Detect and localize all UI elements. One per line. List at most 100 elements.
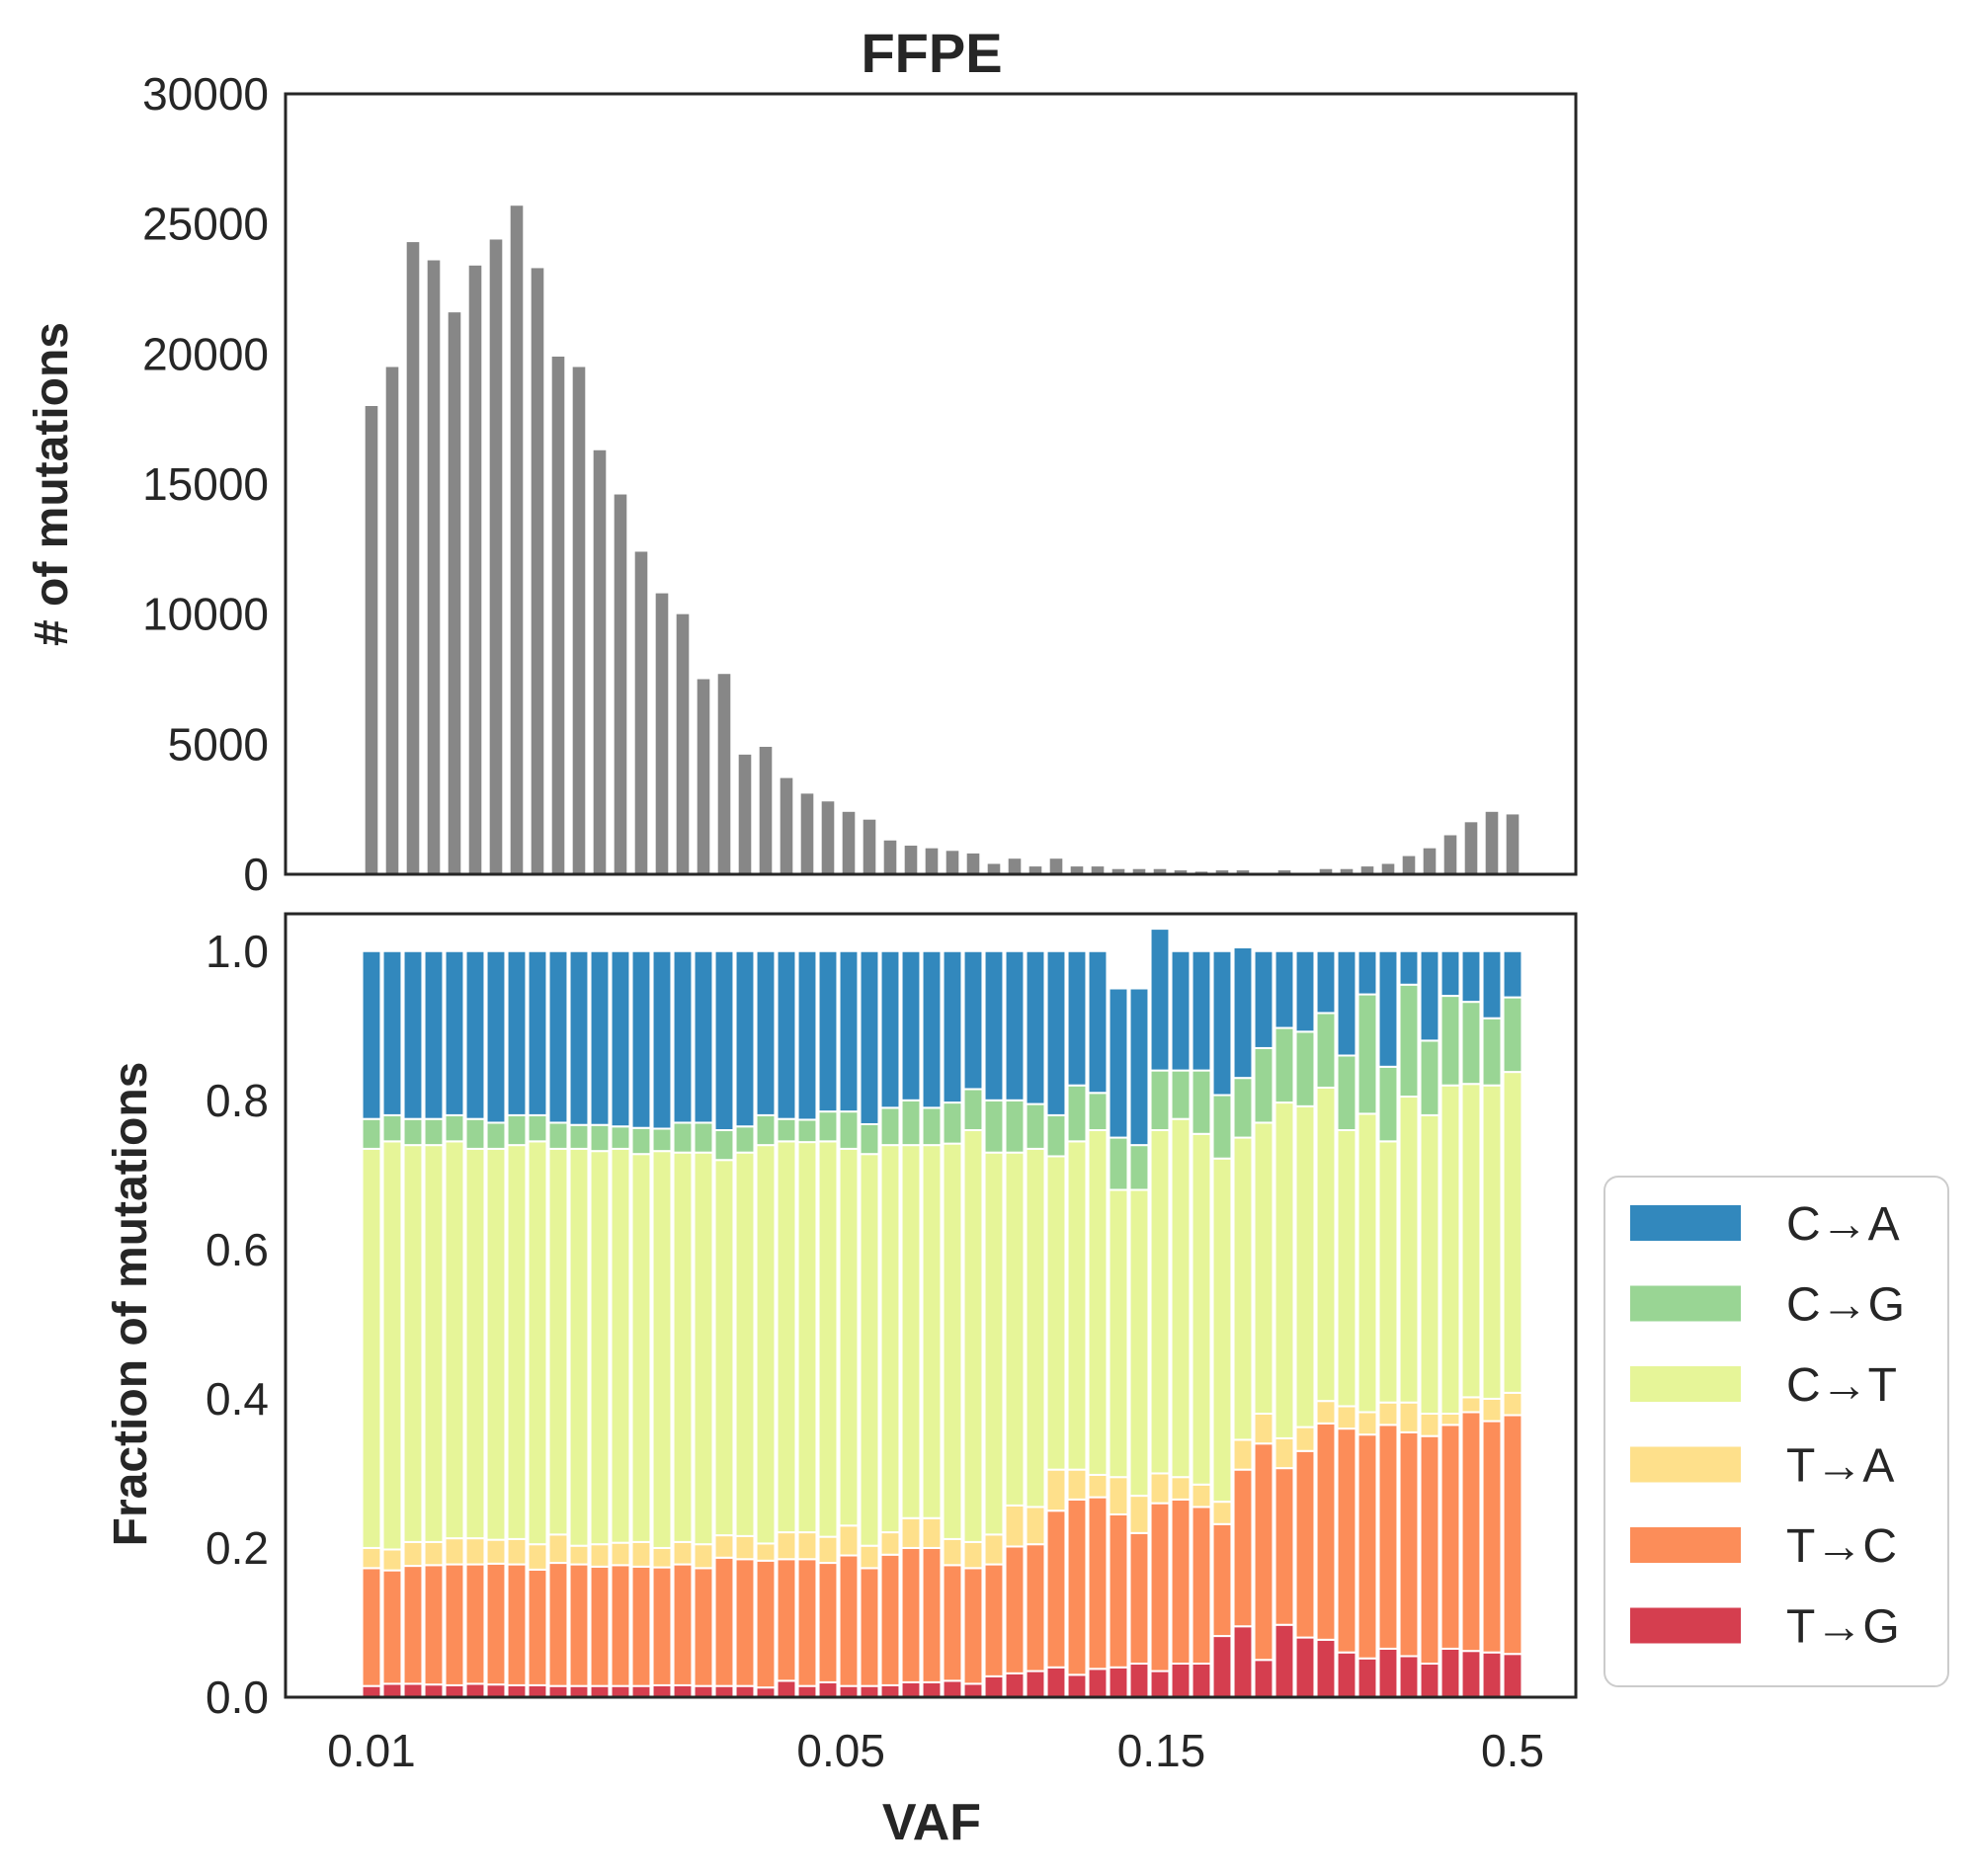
fraction-bar-segment (838, 1554, 860, 1687)
fraction-bar-segment (1419, 1039, 1440, 1116)
count-y-tick-label: 10000 (142, 589, 269, 640)
fraction-bar-segment (1398, 1096, 1420, 1404)
fraction-bar-segment (361, 1546, 382, 1570)
fraction-bar-segment (1336, 1651, 1357, 1698)
fraction-bar-segment (1253, 1659, 1274, 1698)
fraction-bar-segment (1274, 1623, 1295, 1698)
count-bar (863, 819, 876, 874)
fraction-bar-segment (879, 1144, 901, 1534)
count-bar (904, 846, 918, 874)
fraction-bar-segment (1128, 1188, 1150, 1498)
fraction-bar-segment (734, 1151, 756, 1537)
fraction-bar-segment (962, 1682, 984, 1699)
fraction-bar-segment (630, 1126, 652, 1156)
fraction-bar-segment (859, 1544, 880, 1570)
fraction-bar-segment (713, 949, 735, 1132)
fraction-bar-segment (1439, 1084, 1461, 1415)
fraction-bar-segment (444, 949, 465, 1116)
fraction-y-tick-label: 0.4 (206, 1373, 269, 1425)
count-bar (1319, 868, 1333, 874)
fraction-bar-segment (361, 1567, 382, 1687)
fraction-bar-segment (1066, 949, 1088, 1087)
fraction-bar-segment (983, 1099, 1005, 1154)
fraction-bar-segment (630, 1153, 652, 1543)
count-bar (655, 593, 669, 874)
fraction-bar-segment (1045, 1468, 1067, 1512)
fraction-bar-segment (547, 1684, 569, 1699)
fraction-y-axis-label: Fraction of mutations (105, 1062, 157, 1547)
fraction-bar-segment (506, 949, 528, 1116)
fraction-bar-segment (402, 1144, 424, 1543)
fraction-bar-segment (423, 1540, 445, 1567)
fraction-bar-segment (1460, 949, 1482, 1004)
fraction-bar-segment (402, 1540, 424, 1568)
fraction-bar-segment (1460, 1411, 1482, 1653)
fraction-bar-segment (1274, 949, 1295, 1029)
fraction-bar-segment (381, 1682, 403, 1699)
chart-title: FFPE (861, 22, 1002, 84)
fraction-bar-segment (1356, 993, 1378, 1115)
fraction-bar-segment (1502, 949, 1523, 999)
count-bar (697, 679, 710, 874)
fraction-bar-segment (796, 1531, 818, 1561)
fraction-bar-segment (1315, 1638, 1337, 1698)
fraction-bar-segment (381, 949, 403, 1116)
count-bar (531, 268, 544, 874)
fraction-bar-segment (1232, 1438, 1254, 1471)
count-bar (1277, 870, 1291, 874)
fraction-bar-segment (693, 949, 714, 1124)
fraction-bar-segment (859, 1567, 880, 1687)
fraction-bar-segment (485, 1121, 507, 1150)
fraction-bar-segment (1294, 1426, 1316, 1452)
fraction-bar-segment (527, 949, 548, 1116)
count-bar (1132, 868, 1146, 874)
fraction-bar-segment (713, 1556, 735, 1687)
fraction-bar-segment (1045, 1155, 1067, 1471)
fraction-bar-segment (630, 949, 652, 1129)
fraction-bar-segment (568, 949, 590, 1126)
fraction-bar-segment (1170, 1117, 1192, 1479)
fraction-bar-segment (1004, 1099, 1026, 1154)
fraction-bar-segment (1419, 1434, 1440, 1666)
fraction-bar-segment (1294, 1449, 1316, 1639)
count-bar (738, 754, 752, 874)
fraction-bar-segment (423, 1564, 445, 1686)
count-bar (945, 851, 959, 874)
fraction-bar-segment (1253, 1046, 1274, 1124)
fraction-bar-segment (527, 1113, 548, 1143)
fraction-bar-segment (962, 1129, 984, 1543)
fraction-bar-segment (776, 1117, 797, 1143)
fraction-bar-segment (1419, 1663, 1440, 1699)
count-bar (448, 312, 461, 874)
fraction-bar-segment (527, 1140, 548, 1546)
fraction-bar-segment (1087, 949, 1109, 1095)
fraction-y-ticks: 0.0 0.2 0.4 0.6 0.8 1.0 (206, 926, 269, 1723)
fraction-bar-segment (1232, 1077, 1254, 1139)
count-bar (925, 848, 939, 874)
fraction-bar-segment (1294, 949, 1316, 1033)
fraction-bar-segment (1439, 1413, 1461, 1427)
count-bar (1340, 868, 1354, 874)
legend-swatch (1630, 1205, 1741, 1241)
fraction-bar-segment (983, 1563, 1005, 1677)
fraction-bar-segment (1232, 1468, 1254, 1628)
fraction-bar-segment (423, 949, 445, 1120)
fraction-bar-segment (485, 1538, 507, 1565)
fraction-bar-segment (1025, 1506, 1046, 1546)
count-bar (406, 242, 420, 875)
count-bar (427, 260, 441, 874)
fraction-bar-segment (1025, 949, 1046, 1105)
fraction-bar-segment (942, 1142, 963, 1540)
count-y-tick-label: 30000 (142, 68, 269, 120)
fraction-bar-segment (693, 1684, 714, 1699)
fraction-bar-segment (713, 1684, 735, 1699)
fraction-bar-segment (859, 1153, 880, 1547)
fraction-bar-segment (1502, 1653, 1523, 1698)
fraction-bar-segment (672, 1151, 694, 1543)
count-bar (1506, 814, 1520, 874)
fraction-bar-segment (921, 1144, 943, 1519)
fraction-bar-segment (1356, 1112, 1378, 1414)
vaf-x-ticks: 0.01 0.05 0.15 0.5 (327, 1725, 1544, 1776)
fraction-bar-segment (402, 1117, 424, 1147)
fraction-bar-segment (506, 1144, 528, 1540)
